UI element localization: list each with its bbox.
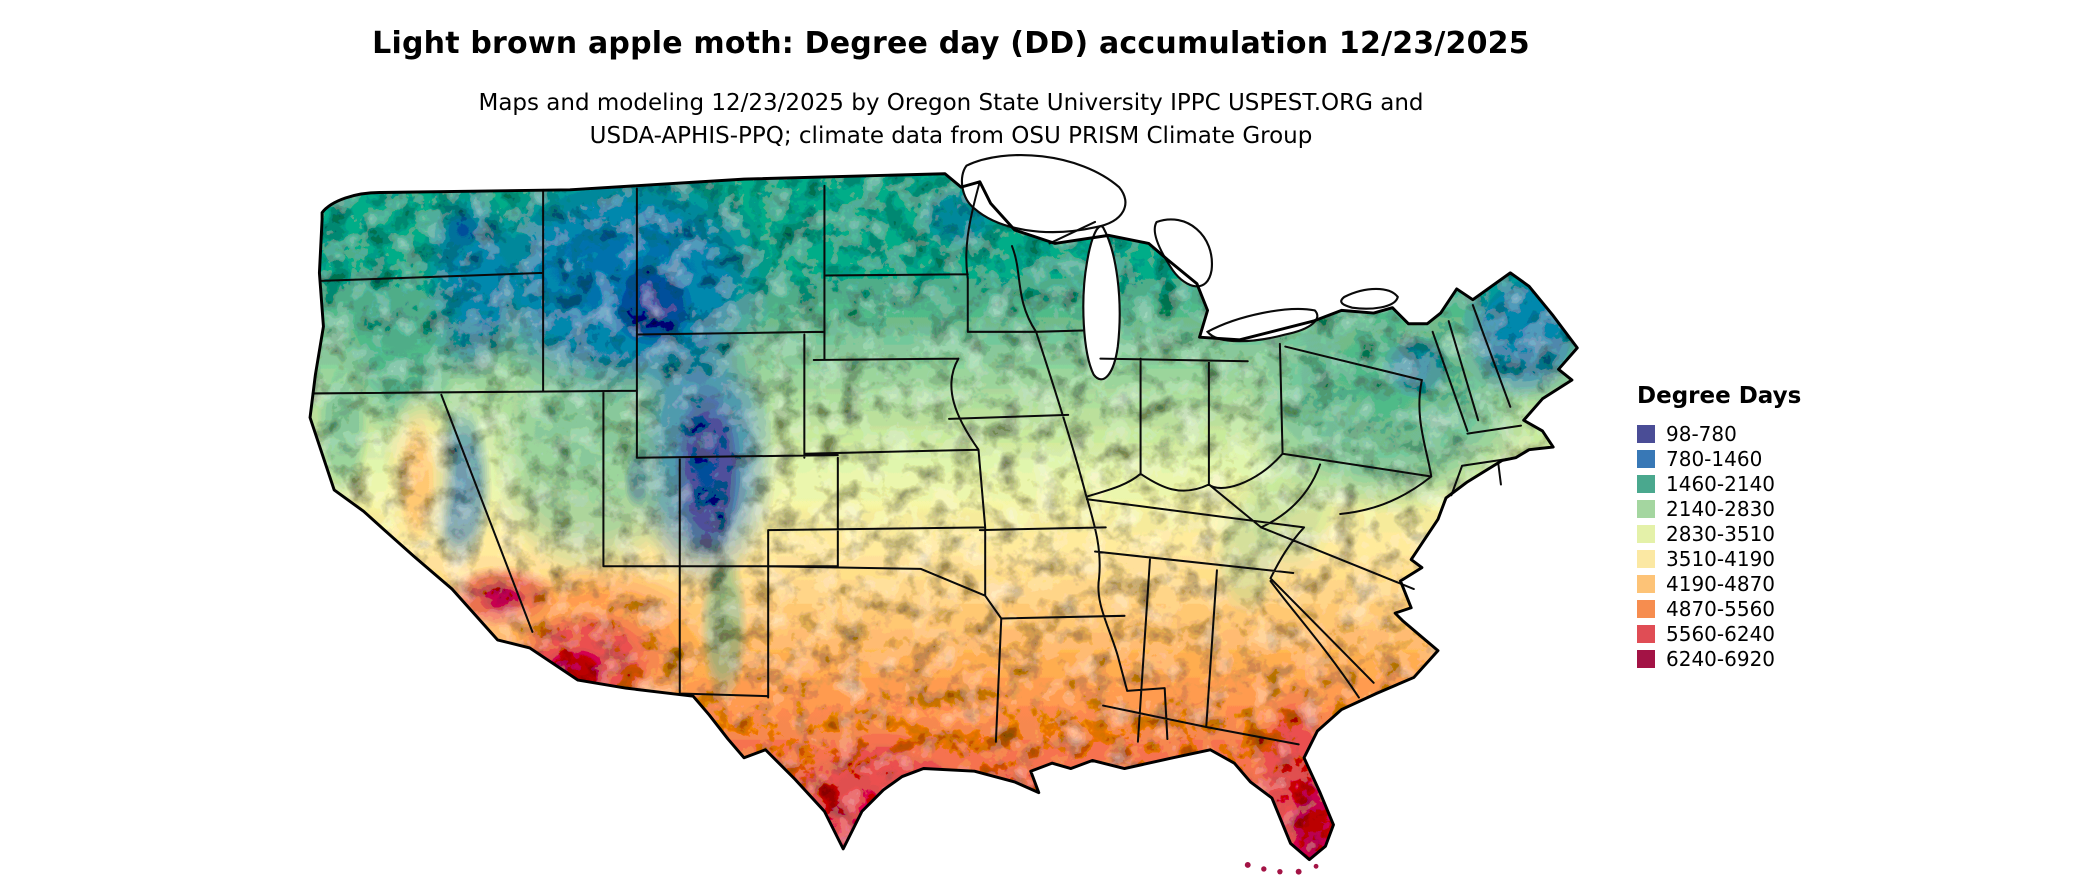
legend-label: 2830-3510 — [1666, 521, 1776, 546]
title-block: Light brown apple moth: Degree day (DD) … — [0, 26, 1902, 153]
legend-label: 4870-5560 — [1666, 596, 1776, 621]
legend-items: 98-780 780-1460 1460-2140 2140-2830 2830-351… — [1637, 421, 1801, 671]
legend-label: 1460-2140 — [1666, 471, 1776, 496]
subtitle-line-1: Maps and modeling 12/23/2025 by Oregon S… — [478, 90, 1424, 116]
legend-swatch — [1637, 574, 1655, 593]
legend-item: 2140-2830 — [1637, 496, 1801, 521]
legend-label: 4190-4870 — [1666, 571, 1776, 596]
legend-label: 780-1460 — [1666, 446, 1763, 471]
legend-swatch — [1637, 424, 1655, 443]
legend-label: 98-780 — [1666, 421, 1737, 446]
legend-swatch — [1637, 549, 1655, 568]
lake-huron — [1153, 218, 1213, 288]
subtitle-line-2: USDA-APHIS-PPQ; climate data from OSU PR… — [589, 123, 1313, 149]
legend-item: 4870-5560 — [1637, 596, 1801, 621]
legend-item: 780-1460 — [1637, 446, 1801, 471]
page-subtitle: Maps and modeling 12/23/2025 by Oregon S… — [0, 87, 1902, 153]
florida-keys-dots — [1244, 862, 1319, 875]
state-borders — [311, 180, 1523, 746]
legend-label: 2140-2830 — [1666, 496, 1776, 521]
legend-item: 1460-2140 — [1637, 471, 1801, 496]
terrain-noise-light — [310, 173, 1578, 860]
legend-swatch — [1637, 474, 1655, 493]
lake-ontario — [1340, 287, 1399, 310]
legend-swatch — [1637, 599, 1655, 618]
legend-label: 5560-6240 — [1666, 621, 1776, 646]
legend-swatch — [1637, 624, 1655, 643]
great-lakes — [960, 154, 1399, 381]
us-degree-day-map — [302, 112, 1588, 892]
legend-item: 98-780 — [1637, 421, 1801, 446]
us-map-svg — [308, 154, 1579, 875]
legend-swatch — [1637, 524, 1655, 543]
legend-swatch — [1637, 499, 1655, 518]
legend-title: Degree Days — [1637, 383, 1802, 409]
legend-label: 3510-4190 — [1666, 546, 1776, 571]
legend-item: 4190-4870 — [1637, 571, 1801, 596]
legend-item: 3510-4190 — [1637, 546, 1801, 571]
legend-item: 2830-3510 — [1637, 521, 1801, 546]
lake-michigan — [1082, 225, 1121, 381]
legend-item: 5560-6240 — [1637, 621, 1801, 646]
us-outline — [308, 172, 1579, 862]
legend-item: 6240-6920 — [1637, 646, 1801, 671]
page-title: Light brown apple moth: Degree day (DD) … — [372, 26, 1530, 61]
legend: Degree Days 98-780 780-1460 1460-2140 2140-… — [1637, 383, 1801, 671]
legend-label: 6240-6920 — [1666, 646, 1776, 671]
map-color-field — [310, 173, 1578, 860]
legend-swatch — [1637, 649, 1655, 668]
legend-swatch — [1637, 449, 1655, 468]
